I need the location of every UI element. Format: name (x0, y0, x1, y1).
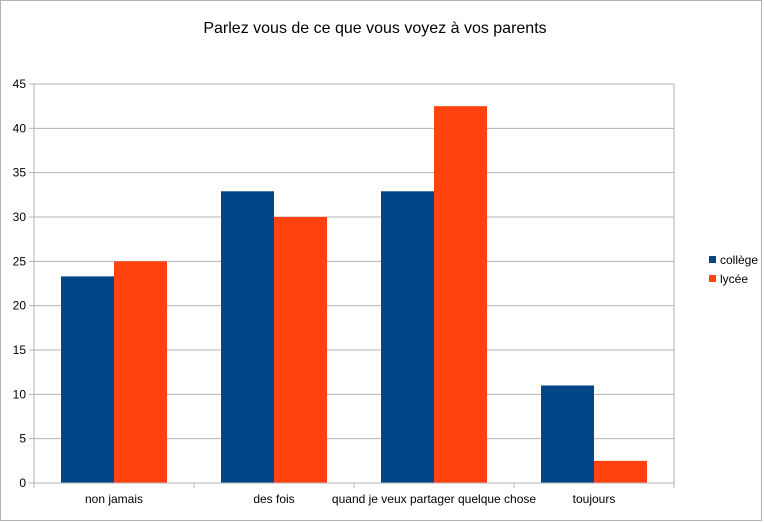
bar-college-0 (61, 276, 114, 483)
bar-college-2 (381, 191, 434, 483)
y-tick-label: 35 (13, 166, 27, 180)
y-tick-label: 45 (13, 77, 27, 91)
bar-college-1 (221, 191, 274, 483)
x-category-label: toujours (573, 492, 616, 506)
y-tick-label: 15 (13, 343, 27, 357)
legend-item-college: collège (709, 250, 758, 269)
x-category-label: non jamais (85, 492, 143, 506)
bar-lycee-1 (274, 217, 327, 483)
legend: collège lycée (709, 250, 758, 288)
bar-lycee-0 (114, 261, 167, 483)
x-category-label: des fois (253, 492, 294, 506)
legend-swatch-lycee (709, 275, 716, 282)
y-tick-label: 5 (19, 432, 26, 446)
axes (29, 83, 675, 488)
bar-lycee-2 (434, 106, 487, 484)
legend-label-college: collège (720, 252, 759, 267)
y-tick-label: 0 (19, 476, 26, 490)
y-tick-label: 20 (13, 299, 27, 313)
y-tick-label: 30 (13, 210, 27, 224)
legend-item-lycee: lycée (709, 269, 758, 288)
y-tick-label: 25 (13, 254, 27, 268)
y-tick-label: 10 (13, 387, 27, 401)
y-tick-label: 40 (13, 121, 27, 135)
legend-swatch-college (709, 256, 716, 263)
x-category-label: quand je veux partager quelque chose (332, 492, 536, 506)
legend-label-lycee: lycée (720, 271, 749, 286)
bars (61, 106, 647, 484)
axis-labels: 0 5 10 15 20 25 30 35 40 45 non jamais des fois quan… (13, 77, 616, 506)
chart-title: Parlez vous de ce que vous voyez à vos p… (203, 20, 547, 37)
bar-lycee-3 (594, 460, 647, 483)
bar-college-3 (541, 385, 594, 483)
